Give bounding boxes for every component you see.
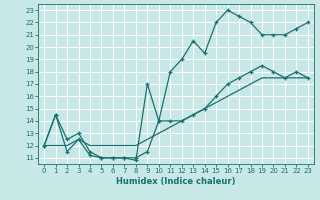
X-axis label: Humidex (Indice chaleur): Humidex (Indice chaleur): [116, 177, 236, 186]
